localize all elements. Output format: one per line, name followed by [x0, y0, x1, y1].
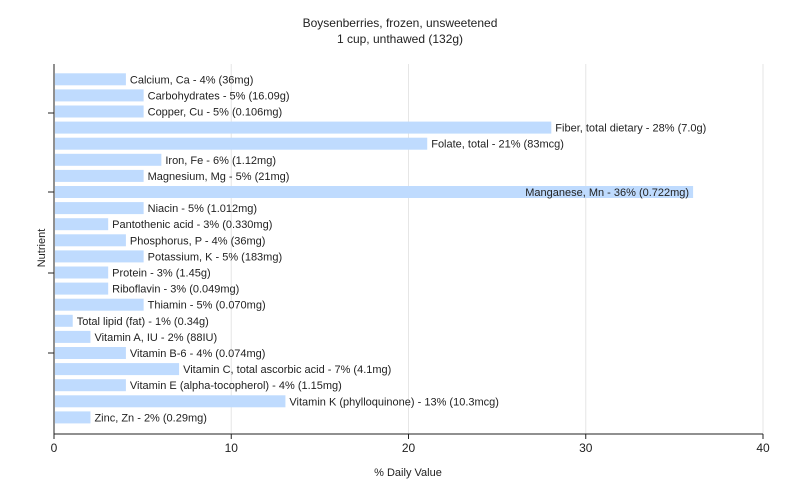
- bar-label: Carbohydrates - 5% (16.09g): [148, 90, 290, 102]
- bar: [55, 282, 109, 295]
- bar: [55, 250, 144, 263]
- x-tick-label: 30: [579, 441, 593, 455]
- bar: [55, 411, 91, 424]
- bar: [55, 73, 126, 86]
- chart-title: Boysenberries, frozen, unsweetened: [302, 16, 498, 30]
- bar-label: Phosphorus, P - 4% (36mg): [130, 235, 266, 247]
- bar-label: Vitamin A, IU - 2% (88IU): [94, 332, 217, 344]
- bar-label: Calcium, Ca - 4% (36mg): [130, 74, 253, 86]
- bar-label: Potassium, K - 5% (183mg): [148, 251, 283, 263]
- bar: [55, 137, 428, 150]
- bar-label: Manganese, Mn - 36% (0.722mg): [525, 187, 689, 199]
- bar: [55, 105, 144, 118]
- x-tick-label: 40: [756, 441, 770, 455]
- bar: [55, 330, 91, 343]
- bar: [55, 347, 126, 359]
- bar: [55, 314, 73, 327]
- bar: [55, 202, 144, 215]
- bar-label: Total lipid (fat) - 1% (0.34g): [77, 316, 209, 328]
- y-axis-title: Nutrient: [36, 229, 48, 268]
- bar-label: Vitamin C, total ascorbic acid - 7% (4.1…: [183, 364, 391, 376]
- x-tick-label: 0: [51, 441, 58, 455]
- x-tick-label: 20: [402, 441, 416, 455]
- x-axis-title: % Daily Value: [374, 467, 442, 479]
- bar: [55, 379, 126, 392]
- bar-label: Fiber, total dietary - 28% (7.0g): [555, 123, 706, 135]
- bar-label: Copper, Cu - 5% (0.106mg): [148, 107, 283, 119]
- bar-label: Riboflavin - 3% (0.049mg): [112, 284, 239, 296]
- chart-subtitle: 1 cup, unthawed (132g): [336, 32, 464, 46]
- bar: [55, 395, 286, 408]
- bar: [55, 89, 144, 102]
- bar-label: Vitamin K (phylloquinone) - 13% (10.3mcg…: [289, 396, 499, 408]
- bar: [55, 234, 126, 247]
- bar: [55, 169, 144, 182]
- bar-label: Vitamin E (alpha-tocopherol) - 4% (1.15m…: [130, 380, 342, 392]
- bar: [55, 186, 694, 198]
- bar: [55, 266, 109, 279]
- bar-label: Zinc, Zn - 2% (0.29mg): [94, 412, 206, 424]
- bar-label: Niacin - 5% (1.012mg): [148, 203, 257, 215]
- bar: [55, 298, 144, 311]
- bar: [55, 363, 180, 376]
- bar: [55, 121, 552, 134]
- bar-label: Pantothenic acid - 3% (0.330mg): [112, 219, 272, 231]
- bar-label: Iron, Fe - 6% (1.12mg): [165, 155, 276, 167]
- bar: [55, 153, 162, 166]
- bar-label: Thiamin - 5% (0.070mg): [148, 300, 266, 312]
- bar: [55, 218, 109, 231]
- x-tick-label: 10: [225, 441, 239, 455]
- bar-label: Folate, total - 21% (83mcg): [431, 139, 564, 151]
- bar-label: Protein - 3% (1.45g): [112, 268, 210, 280]
- bar-label: Vitamin B-6 - 4% (0.074mg): [130, 348, 266, 360]
- bar-label: Magnesium, Mg - 5% (21mg): [148, 171, 290, 183]
